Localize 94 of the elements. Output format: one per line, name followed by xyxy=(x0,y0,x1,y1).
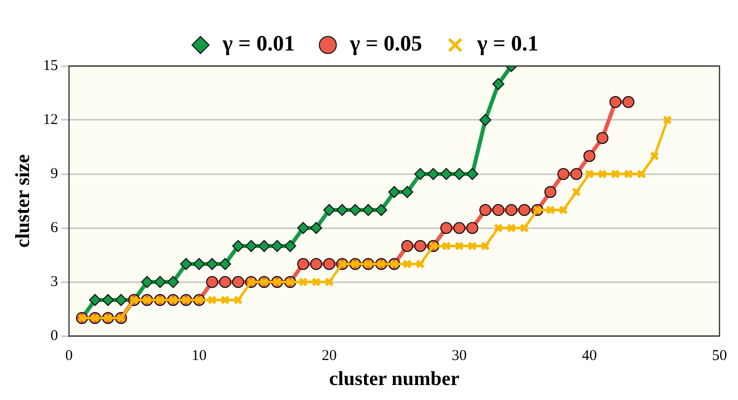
point xyxy=(232,240,244,252)
point xyxy=(468,241,477,251)
point xyxy=(271,240,284,252)
point xyxy=(518,204,530,216)
point xyxy=(414,168,426,180)
point xyxy=(583,150,596,162)
y-tick-label: 9 xyxy=(50,166,58,182)
legend-label: γ = 0.01 xyxy=(222,30,295,56)
legend-label: γ = 0.05 xyxy=(348,30,422,56)
point xyxy=(402,259,412,269)
point xyxy=(584,169,594,179)
point xyxy=(453,222,466,234)
point xyxy=(492,204,504,216)
point xyxy=(494,223,504,233)
point xyxy=(232,276,244,288)
point xyxy=(570,168,582,180)
point xyxy=(479,204,492,216)
point xyxy=(323,204,336,216)
point xyxy=(324,277,334,287)
x-tick-label: 50 xyxy=(712,348,727,364)
point xyxy=(180,258,192,270)
point xyxy=(323,258,336,270)
point xyxy=(610,169,620,179)
point xyxy=(557,168,570,180)
point xyxy=(401,240,414,252)
point xyxy=(440,222,452,234)
point xyxy=(207,295,217,305)
point xyxy=(154,276,166,288)
x-axis-title: cluster number xyxy=(329,368,460,390)
point xyxy=(141,276,154,288)
point xyxy=(219,258,232,270)
y-tick-label: 6 xyxy=(50,220,58,236)
point xyxy=(466,168,478,180)
x-tick-label: 10 xyxy=(192,348,207,364)
point xyxy=(479,114,492,126)
point xyxy=(362,204,374,216)
point xyxy=(442,241,451,251)
point xyxy=(375,204,388,216)
point xyxy=(427,168,440,180)
point xyxy=(414,240,426,252)
point xyxy=(609,96,622,108)
point xyxy=(546,205,556,215)
point xyxy=(624,169,634,179)
point xyxy=(520,223,530,233)
point xyxy=(454,241,464,251)
point xyxy=(416,259,425,269)
point xyxy=(206,276,218,288)
point xyxy=(349,204,362,216)
point xyxy=(505,204,518,216)
point xyxy=(388,186,400,198)
point xyxy=(453,168,466,180)
point xyxy=(480,241,490,251)
y-tick-label: 3 xyxy=(50,274,58,290)
y-tick-label: 0 xyxy=(50,328,58,344)
x-tick-label: 40 xyxy=(582,348,597,364)
point xyxy=(115,294,128,306)
point xyxy=(650,151,660,161)
point xyxy=(401,186,414,198)
point xyxy=(298,277,308,287)
point xyxy=(297,258,310,270)
point xyxy=(193,258,206,270)
x-tick-label: 30 xyxy=(452,348,467,364)
point xyxy=(297,222,310,234)
x-tick-label: 0 xyxy=(65,348,73,364)
point xyxy=(572,187,582,197)
point xyxy=(310,222,322,234)
point xyxy=(492,78,504,90)
point xyxy=(636,169,646,179)
point xyxy=(336,204,348,216)
point xyxy=(596,132,608,144)
point xyxy=(233,295,243,305)
point xyxy=(284,240,296,252)
point xyxy=(245,240,258,252)
y-tick-label: 12 xyxy=(43,112,58,128)
point xyxy=(219,276,232,288)
point xyxy=(506,223,516,233)
point xyxy=(89,294,102,306)
point xyxy=(440,168,452,180)
point xyxy=(544,186,556,198)
point xyxy=(558,205,568,215)
point xyxy=(622,96,634,108)
point xyxy=(102,294,114,306)
y-tick-label: 15 xyxy=(43,58,58,74)
point xyxy=(466,222,478,234)
point xyxy=(167,276,180,288)
point xyxy=(312,277,321,287)
point xyxy=(598,169,608,179)
legend-label: γ = 0.1 xyxy=(476,30,538,56)
point xyxy=(206,258,218,270)
point xyxy=(220,295,230,305)
y-axis-title: cluster size xyxy=(12,154,34,248)
point xyxy=(258,240,270,252)
point xyxy=(310,258,322,270)
x-tick-label: 20 xyxy=(322,348,337,364)
